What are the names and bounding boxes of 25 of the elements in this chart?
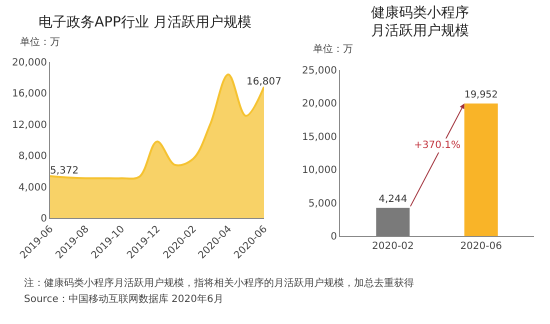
y-tick-label: 5,000	[308, 198, 337, 210]
source-note: Source：中国移动互联网数据库 2020年6月	[24, 292, 224, 307]
data-label: 4,244	[378, 194, 408, 205]
y-tick-label: 8,000	[18, 151, 47, 162]
y-tick-label: 4,000	[18, 182, 47, 194]
y-tick-label: 12,000	[12, 120, 47, 131]
chart-title: 健康码类小程序月活跃用户规模	[371, 4, 469, 39]
y-tick-label: 15,000	[302, 132, 337, 143]
x-tick-label: 2020-02	[372, 241, 414, 252]
data-label: 5,372	[50, 166, 79, 177]
y-tick-label: 10,000	[302, 165, 337, 176]
y-tick-label: 20,000	[302, 98, 337, 110]
annotation: +370.1%	[414, 140, 461, 151]
chart-title: 电子政务APP行业 月活跃用户规模	[38, 14, 252, 31]
y-tick-label: 0	[330, 232, 337, 242]
x-tick-label: 2020-06	[460, 241, 502, 252]
text: 注：健康码类小程序月活跃用户规模，指将相关小程序的月活跃用户规模，加总去重获得	[24, 276, 415, 291]
data-label: 19,952	[464, 90, 498, 101]
y-axis-title: 单位：万	[20, 36, 60, 48]
y-tick-label: 25,000	[302, 66, 337, 76]
y-axis-title: 单位：万	[313, 43, 353, 55]
y-tick-label: 16,000	[12, 88, 47, 100]
y-tick-label: 0	[40, 214, 47, 224]
data-label: 16,807	[246, 76, 282, 88]
y-tick-label: 20,000	[12, 58, 47, 68]
